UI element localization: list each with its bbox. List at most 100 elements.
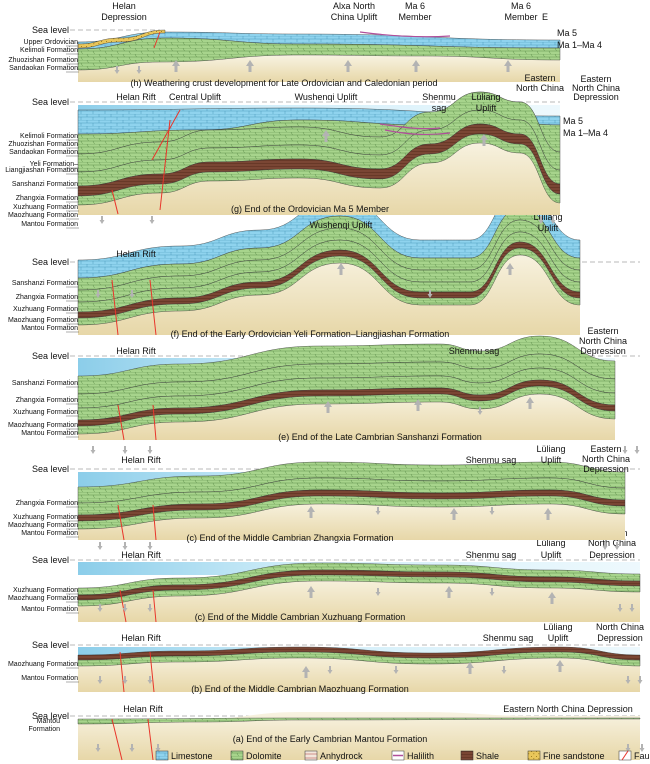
formation-label: Yeli Formation– [30, 161, 78, 168]
formation-label: Mantou [37, 718, 60, 725]
panel-label: Depression [573, 92, 619, 102]
basement [78, 55, 560, 82]
fault-line [117, 404, 125, 441]
panel-label: Depression [583, 464, 629, 474]
formation-label: Upper Ordovician [24, 39, 79, 46]
formation-label: Zhangxia Formation [16, 500, 78, 507]
panel-label: North China [579, 336, 627, 346]
formation-label: Maozhuang Formation [8, 422, 78, 429]
legend-item-anhydrock: Anhydrock [304, 750, 363, 761]
uplift-arrow-icon [506, 263, 514, 275]
fault-line [149, 651, 155, 693]
uplift-arrow-icon [307, 586, 315, 598]
panel-label: Ma 1–Ma 4 [563, 128, 608, 138]
panel-d: Sea level Zhangxia Formation Xuzhuang Form… [8, 444, 640, 550]
basement [78, 500, 625, 540]
subsidence-arrow-icon [95, 290, 101, 298]
formation-label: Kelimoli Formation [20, 133, 78, 140]
formation-label: Sandaokan Formation [9, 65, 78, 72]
basement [78, 250, 580, 335]
panel-label: Shenmu sag [466, 550, 517, 560]
formation-label: Xuzhuang Formation [13, 204, 78, 211]
subsidence-arrow-icon [97, 604, 103, 612]
subsidence-arrow-icon [147, 542, 153, 550]
legend-item-dolomite: Dolomite [230, 750, 282, 761]
legend-swatch [527, 750, 541, 761]
sea-level-label: Sea level [32, 640, 69, 650]
fault-line [119, 651, 125, 693]
subsidence-arrow-icon [122, 542, 128, 550]
panel-caption: (a) End of the Early Cambrian Mantou For… [233, 734, 428, 744]
uplift-arrow-icon [324, 401, 332, 413]
panel-label: Wushenqi Uplift [295, 92, 358, 102]
panel-label: Ma 1–Ma 4 [557, 40, 602, 50]
panel-caption: (e) End of the Late Cambrian Sanshanzi F… [278, 432, 482, 442]
mantou-layer [77, 574, 641, 607]
fault-line [111, 718, 123, 761]
uplift-arrow-icon [172, 60, 180, 72]
sea-level-label: Sea level [32, 25, 69, 35]
panel-label: Alxa North [333, 1, 375, 11]
uplift-arrow-icon [302, 666, 310, 678]
fault-line [111, 189, 119, 215]
mantou-layer [77, 651, 641, 667]
fault-line [151, 109, 181, 161]
formation-label: Sanshanzi Formation [12, 181, 78, 188]
subsidence-arrow-icon [489, 507, 495, 515]
panel-label: North China [596, 622, 644, 632]
subsidence-arrow-icon [149, 216, 155, 224]
panel-label: Uplift [476, 103, 497, 113]
halilith-lens [359, 31, 451, 38]
panel-label: Helan Rift [116, 249, 156, 259]
fault-line [117, 504, 125, 541]
basement [78, 390, 615, 440]
legend-label: Halilith [407, 751, 434, 761]
subsidence-arrow-icon [122, 676, 128, 684]
formation-label: Maozhuang Formation [8, 522, 78, 529]
uplift-arrow-icon [450, 508, 458, 520]
panel-label: sag [432, 103, 447, 113]
panel-label: Helan [112, 1, 136, 11]
sea-level-label: Sea level [32, 97, 69, 107]
panel-label: Depression [101, 12, 147, 22]
subsidence-arrow-icon [327, 666, 333, 674]
uplift-arrow-icon [548, 592, 556, 604]
mantou-layer [77, 495, 626, 530]
legend-item-shale: Shale [460, 750, 499, 761]
subsidence-arrow-icon [489, 588, 495, 596]
legend-label: Fault [634, 751, 650, 761]
panel-label: Helan Rift [116, 346, 156, 356]
formation-label: Maozhuang Formation [8, 317, 78, 324]
panel-label: Lüliang [536, 538, 565, 548]
legend-label: Anhydrock [320, 751, 363, 761]
fault-line [152, 589, 157, 623]
panel-label: Depression [580, 346, 626, 356]
panel-caption: (c) End of the Middle Cambrian Zhangxia … [186, 533, 393, 543]
legend-item-limestone: Limestone [155, 750, 213, 761]
panel-label: Helan Rift [123, 704, 163, 714]
sea-level-label: Sea level [32, 711, 69, 721]
subsidence-arrow-icon [637, 676, 643, 684]
panel-label: Depression [589, 550, 635, 560]
formation-label: Maozhuang Formation [8, 595, 78, 602]
panel-caption: (h) Weathering crust development for Lat… [130, 78, 437, 88]
panel-label: Shenmu sag [449, 346, 500, 356]
panel-label: Helan Rift [121, 455, 161, 465]
panel-label: North China [516, 83, 564, 93]
formation-label: Mantou Formation [21, 675, 78, 682]
panel-label: Eastern [524, 73, 555, 83]
legend-item-halilith: Halilith [391, 750, 434, 761]
subsidence-arrow-icon [147, 676, 153, 684]
legend-swatch [230, 750, 244, 761]
subsidence-arrow-icon [147, 604, 153, 612]
panel-b: Sea level Maozhuang Formation Mantou Forma… [8, 612, 644, 694]
subsidence-arrow-icon [97, 542, 103, 550]
formation-label: Liangjiashan Formation [5, 167, 78, 174]
formation-label: Mantou Formation [21, 606, 78, 613]
panel-label: Uplift [541, 455, 562, 465]
fault-line [149, 279, 157, 336]
